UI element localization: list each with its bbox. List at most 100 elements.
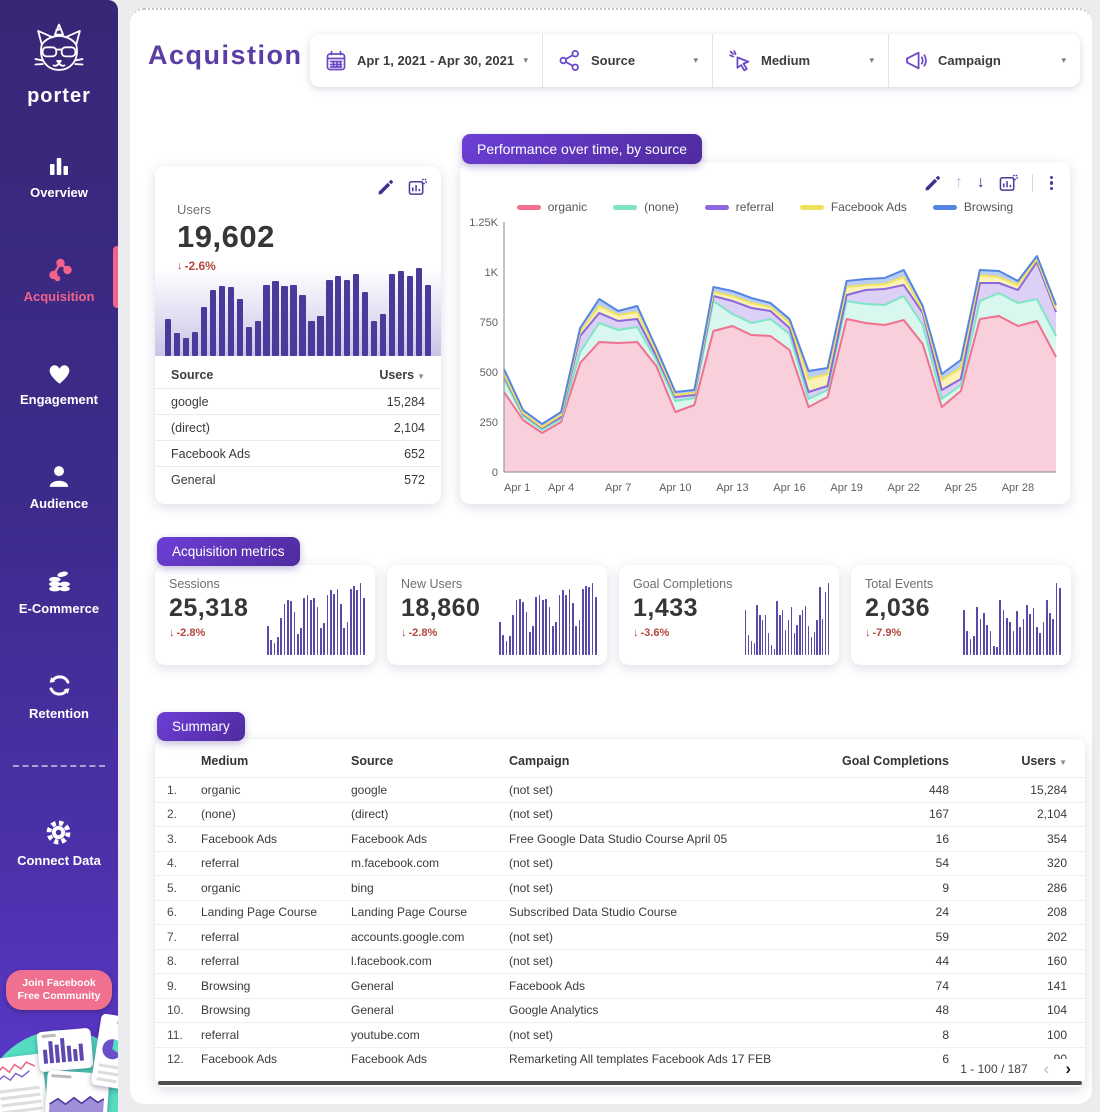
sparkline-bar xyxy=(326,595,329,655)
table-cell: referral xyxy=(201,1027,240,1042)
sparkline-bar xyxy=(979,619,982,655)
next-page-icon[interactable]: › xyxy=(419,500,425,504)
table-row[interactable]: 3. Facebook Ads Facebook Ads Free Google Da… xyxy=(155,826,1085,851)
legend-item[interactable]: Facebook Ads xyxy=(799,200,907,214)
table-row[interactable]: Facebook Ads 652 xyxy=(155,440,441,466)
join-facebook-community-button[interactable]: Join Facebook Free Community xyxy=(5,970,113,1011)
sidebar-item-ecommerce[interactable]: E-Commerce xyxy=(0,567,118,616)
legend-label: referral xyxy=(735,200,774,214)
sparkline-bar xyxy=(1049,612,1051,655)
sparkline-bar xyxy=(999,600,1002,655)
sparkline-bar xyxy=(339,603,342,655)
sparkline-bar xyxy=(966,631,969,655)
legend-item[interactable]: (none) xyxy=(613,200,679,214)
sparkline-bar xyxy=(1012,631,1015,655)
column-users[interactable]: Users ▼ xyxy=(379,368,425,382)
sparkline-bar xyxy=(323,623,326,655)
legend-item[interactable]: organic xyxy=(516,200,587,214)
medium-filter-dropdown[interactable]: Medium ▾ xyxy=(712,34,888,87)
sparkline-bar xyxy=(805,606,807,655)
sparkline-bar xyxy=(236,298,243,356)
sparkline-bar xyxy=(370,320,378,356)
down-arrow-icon: ↓ xyxy=(865,627,871,639)
explore-chart-icon[interactable] xyxy=(408,178,428,196)
table-row[interactable]: General 572 xyxy=(155,466,441,492)
table-row[interactable]: 11. referral youtube.com (not set) 8 100 xyxy=(155,1022,1085,1047)
sidebar-item-engagement[interactable]: Engagement xyxy=(0,360,118,407)
move-up-icon[interactable]: ↑ xyxy=(954,174,963,191)
table-cell: (not set) xyxy=(509,782,554,797)
move-down-icon[interactable]: ↓ xyxy=(976,174,985,191)
sidebar-item-retention[interactable]: Retention xyxy=(0,672,118,721)
table-cell: 4. xyxy=(167,856,178,871)
column-source[interactable]: Source xyxy=(351,754,394,768)
table-cell: 6 xyxy=(942,1052,949,1067)
table-cell: Facebook Ads xyxy=(351,1052,428,1067)
table-cell: Facebook Ads xyxy=(201,1052,278,1067)
campaign-filter-dropdown[interactable]: Campaign ▾ xyxy=(888,34,1080,87)
edit-pencil-icon[interactable] xyxy=(377,179,394,196)
table-row[interactable]: 6. Landing Page Course Landing Page Course… xyxy=(155,899,1085,925)
sidebar-item-connect-data[interactable]: Connect Data xyxy=(17,819,101,868)
sparkline-bar xyxy=(191,332,199,356)
table-row[interactable]: (direct) 2,104 xyxy=(155,414,441,440)
metric-delta: ↓ -7.9% xyxy=(865,627,902,639)
legend-swatch xyxy=(704,204,729,210)
prev-page-icon[interactable]: ‹ xyxy=(1043,1059,1050,1078)
table-row[interactable]: 1. organic google (not set) 448 15,284 xyxy=(155,777,1085,802)
table-row[interactable]: 10. Browsing General Google Analytics 48 104 xyxy=(155,997,1085,1023)
sort-desc-icon: ▼ xyxy=(1059,758,1067,767)
sidebar-item-overview[interactable]: Overview xyxy=(0,154,118,200)
column-medium[interactable]: Medium xyxy=(201,754,249,768)
table-row[interactable]: 12. Facebook Ads Facebook Ads Remarketing A… xyxy=(155,1046,1085,1072)
sparkline-bar xyxy=(320,627,322,655)
column-users[interactable]: Users ▼ xyxy=(1021,754,1067,768)
legend-item[interactable]: Browsing xyxy=(932,200,1013,214)
sparkline-bar xyxy=(254,320,261,356)
table-cell: (not set) xyxy=(509,856,554,871)
sort-desc-icon: ▼ xyxy=(417,372,425,381)
sparkline-bar xyxy=(316,606,319,655)
sparkline-bar xyxy=(776,601,778,655)
table-row[interactable]: 7. referral accounts.google.com (not set) 59… xyxy=(155,924,1085,949)
table-cell: 354 xyxy=(1046,831,1067,846)
porter-logo[interactable]: porter xyxy=(27,22,91,108)
edit-pencil-icon[interactable] xyxy=(924,175,941,192)
table-cell: Facebook Ads xyxy=(201,831,278,846)
more-options-icon[interactable] xyxy=(1047,175,1056,192)
table-cell: 100 xyxy=(1046,1027,1067,1042)
table-row[interactable]: 9. Browsing General Facebook Ads 74 141 xyxy=(155,973,1085,998)
table-row[interactable]: 2. (none) (direct) (not set) 167 2,104 xyxy=(155,801,1085,827)
svg-text:1K: 1K xyxy=(485,267,499,279)
table-row[interactable]: google 15,284 xyxy=(155,388,441,414)
next-page-icon[interactable]: › xyxy=(1065,1059,1071,1078)
table-cell: 9. xyxy=(167,978,178,993)
sparkline-bar xyxy=(1006,617,1008,655)
svg-text:750: 750 xyxy=(480,317,498,329)
prev-page-icon[interactable]: ‹ xyxy=(398,500,404,504)
sparkline-bar xyxy=(290,284,297,356)
date-range-picker[interactable]: Apr 1, 2021 - Apr 30, 2021 ▾ xyxy=(310,34,542,87)
table-row[interactable]: 4. referral m.facebook.com (not set) 54 320 xyxy=(155,850,1085,876)
column-campaign[interactable]: Campaign xyxy=(509,754,570,768)
table-row[interactable]: 5. organic bing (not set) 9 286 xyxy=(155,875,1085,900)
sidebar-item-audience[interactable]: Audience xyxy=(0,463,118,511)
table-cell: 10. xyxy=(167,1003,184,1018)
sparkline-bar xyxy=(595,597,597,655)
metric-label: New Users xyxy=(401,577,463,591)
table-row[interactable]: 8. referral l.facebook.com (not set) 44 160 xyxy=(155,948,1085,974)
horizontal-scrollbar[interactable] xyxy=(158,1081,1082,1085)
table-cell: 24 xyxy=(935,905,949,920)
sidebar-item-acquisition[interactable]: Acquisition xyxy=(0,246,118,308)
table-header[interactable]: Source Users ▼ xyxy=(155,362,441,388)
coins-icon xyxy=(49,571,70,592)
legend-item[interactable]: referral xyxy=(704,200,774,214)
svg-text:Apr 13: Apr 13 xyxy=(716,482,748,494)
source-filter-dropdown[interactable]: Source ▾ xyxy=(542,34,712,87)
mini-report-card xyxy=(90,1013,118,1091)
legend-swatch xyxy=(799,204,824,210)
goal-completions-scorecard: Goal Completions 1,433 ↓ -3.6% xyxy=(619,565,839,665)
legend-label: Facebook Ads xyxy=(830,200,907,214)
column-goal-completions[interactable]: Goal Completions xyxy=(842,754,949,768)
explore-chart-icon[interactable] xyxy=(999,174,1018,192)
